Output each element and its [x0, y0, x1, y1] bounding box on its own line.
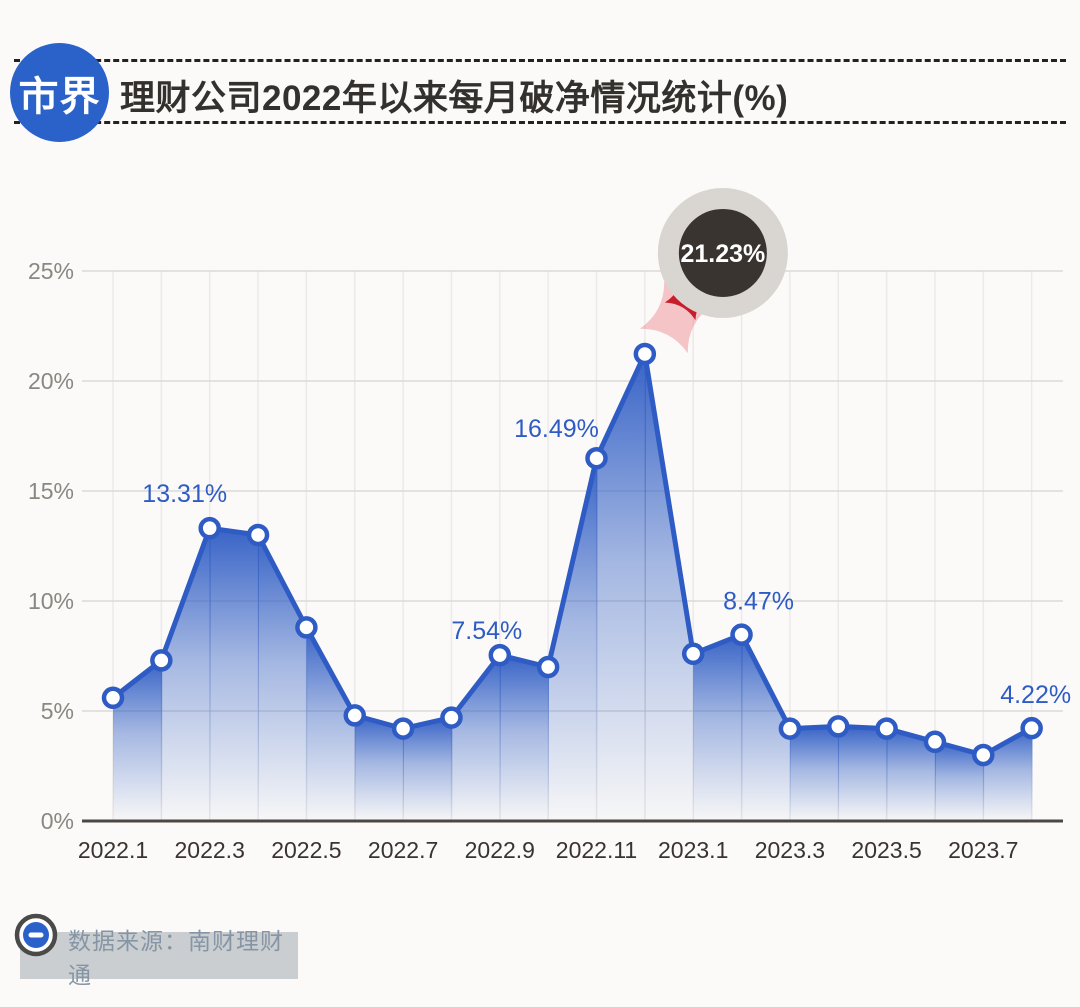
area-fill-slice [499, 655, 549, 821]
area-fill-slice [161, 528, 211, 821]
data-point-marker [972, 743, 995, 767]
data-point-marker [778, 717, 802, 740]
point-value-label: 8.47% [723, 588, 794, 616]
data-point-marker [198, 516, 221, 540]
area-fill-slice [354, 715, 404, 821]
area-fill-slice [886, 728, 936, 821]
callout-inner-circle [678, 208, 767, 297]
point-value-label: 7.54% [451, 617, 522, 645]
header-dashed-line-top [14, 59, 1066, 62]
y-axis-tick-label: 0% [41, 808, 74, 834]
data-point-marker [875, 717, 898, 740]
area-fill-slice [838, 726, 888, 821]
data-point-marker [101, 686, 125, 710]
data-point-marker [730, 623, 753, 646]
data-point-marker [923, 730, 947, 754]
data-point-marker [681, 642, 705, 666]
data-point-marker [585, 446, 608, 470]
data-source-bar: 数据来源：南财理财通 [20, 928, 298, 988]
y-axis-tick-label: 5% [41, 698, 74, 724]
sparkle-pink [639, 280, 713, 354]
data-point-marker [827, 715, 850, 738]
area-fill-slice [596, 353, 646, 821]
y-axis-tick-label: 15% [28, 478, 74, 504]
data-point-marker [488, 643, 512, 667]
x-axis-tick-label: 2022.11 [556, 837, 637, 863]
point-value-label: 13.31% [142, 480, 227, 508]
data-source-label: 数据来源：南财理财通 [68, 927, 284, 988]
area-fill-slice [451, 655, 501, 821]
y-axis-tick-label: 20% [28, 368, 74, 394]
data-point-marker [440, 706, 463, 729]
area-fill-slice [209, 528, 259, 821]
page-title: 理财公司2022年以来每月破净情况统计(%) [120, 79, 789, 118]
area-fill-slice [113, 660, 163, 821]
shijie-logo: 市界 [10, 43, 109, 142]
x-axis-tick-label: 2023.5 [851, 837, 921, 863]
logo-text: 市界 [18, 74, 101, 119]
x-axis-tick-label: 2022.1 [78, 837, 148, 863]
area-fill-slice [789, 726, 840, 821]
x-axis-tick-label: 2022.7 [368, 837, 438, 863]
point-value-label: 4.22% [1000, 681, 1071, 709]
minus-circle-icon [14, 913, 58, 957]
data-point-marker [150, 649, 173, 672]
data-point-marker [1020, 716, 1043, 740]
x-axis-tick-label: 2022.9 [465, 837, 535, 863]
data-point-marker [536, 655, 560, 679]
header-dashed-line-bottom [14, 121, 1066, 124]
data-point-marker [343, 704, 366, 727]
x-axis-tick-label: 2022.3 [175, 837, 245, 863]
data-point-marker [295, 616, 318, 639]
area-fill-slice [403, 717, 453, 821]
x-axis-tick-label: 2023.1 [658, 837, 728, 863]
data-point-marker [246, 523, 270, 547]
callout-value-label: 21.23% [680, 240, 765, 268]
x-axis-tick-label: 2022.5 [271, 837, 341, 863]
y-axis-tick-label: 10% [28, 588, 74, 614]
area-fill-slice [644, 353, 694, 821]
area-fill-slice [306, 627, 356, 821]
data-point-marker [391, 717, 415, 740]
x-axis-tick-label: 2023.7 [948, 837, 1018, 863]
data-point-marker [633, 342, 657, 366]
area-fill-slice [934, 741, 985, 821]
area-fill-slice [548, 458, 598, 821]
area-fill-slice [983, 728, 1033, 821]
x-axis-tick-label: 2023.3 [755, 837, 825, 863]
y-axis-tick-label: 25% [28, 258, 74, 284]
area-fill-slice [741, 634, 791, 821]
point-value-label: 16.49% [514, 415, 599, 443]
area-fill-slice [693, 634, 743, 821]
